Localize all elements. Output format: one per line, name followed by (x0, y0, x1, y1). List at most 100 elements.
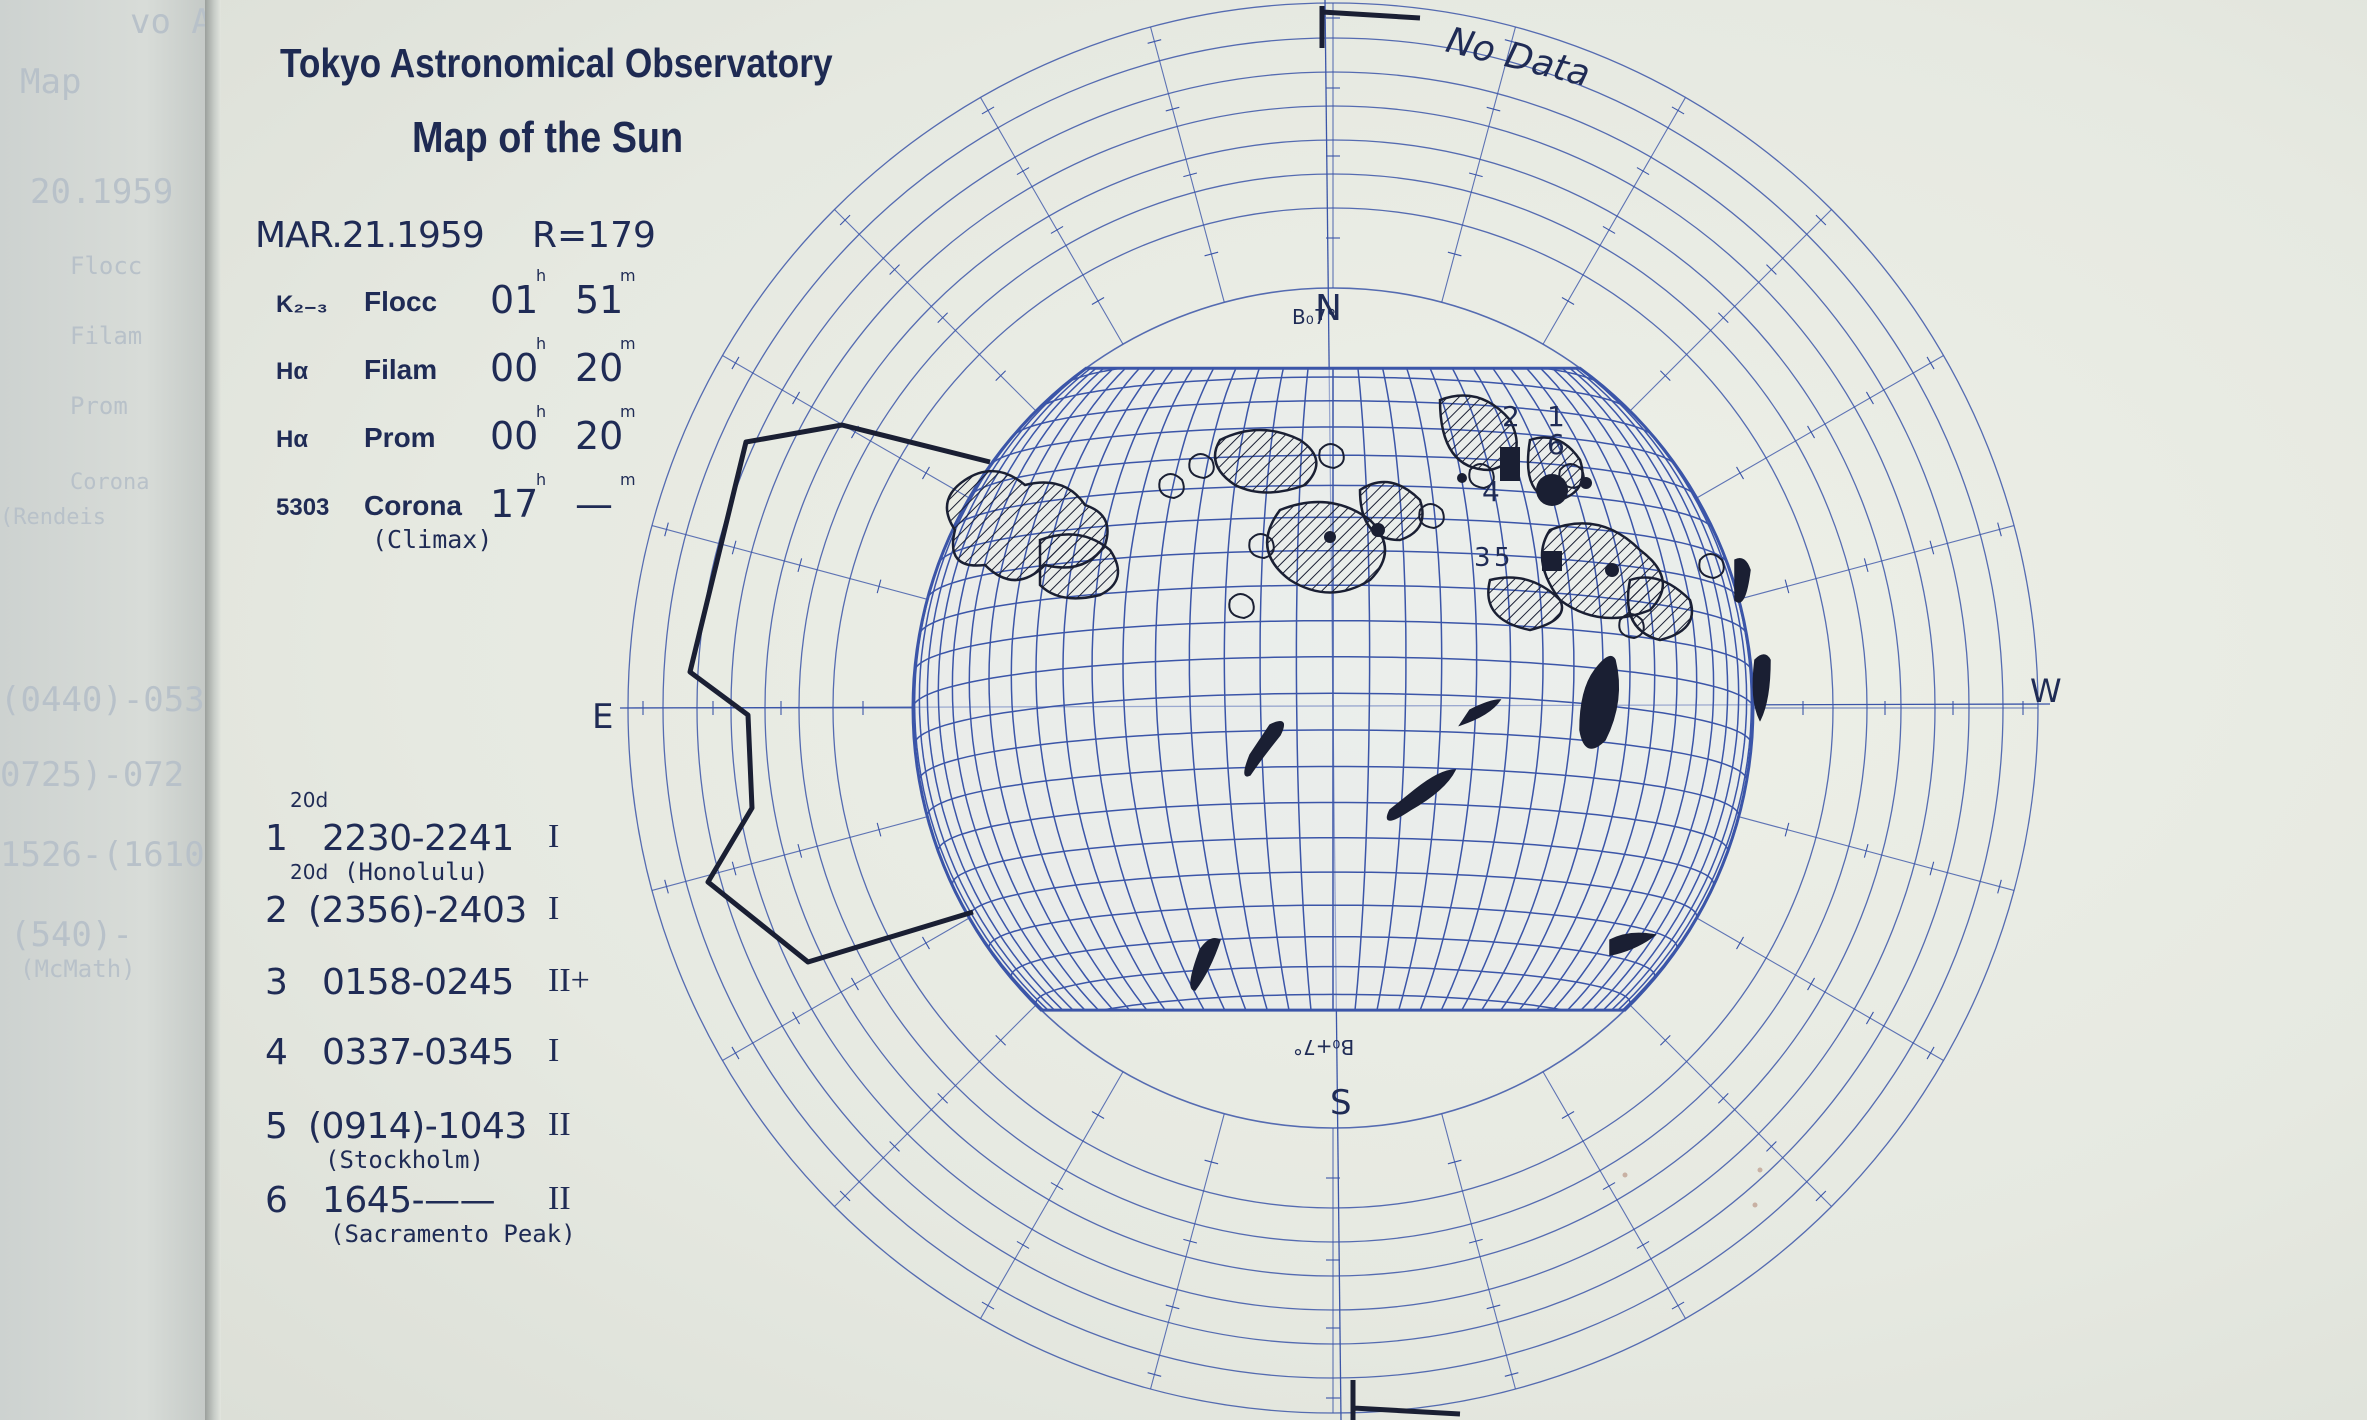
spoke-tick (1660, 1035, 1671, 1046)
obs-hours-2: 00 (490, 414, 539, 458)
grid-line (1332, 368, 1478, 1011)
spoke-tick (792, 1011, 801, 1025)
spoke-tick (1671, 106, 1685, 115)
radial-spoke (651, 816, 928, 891)
spoke-tick (839, 1190, 851, 1202)
spoke-tick (1050, 1182, 1064, 1191)
grid-line (1097, 337, 1568, 360)
spoke-tick (1926, 1046, 1935, 1060)
obs-m-mark-2: m (620, 402, 636, 421)
obs-m-mark-1: m (620, 334, 636, 353)
filament (1458, 699, 1502, 727)
radial-spoke (651, 525, 928, 600)
flare-time: 0337-0345 (322, 1032, 514, 1073)
obs-h-mark-0: h (536, 266, 547, 285)
disk-outline (911, 366, 1755, 1012)
spoke-tick (1784, 579, 1790, 594)
flare-importance: II (548, 1106, 571, 1143)
radial-spoke (1696, 355, 1944, 499)
flare-time: 2230-2241 (322, 818, 514, 859)
spoke-tick (1815, 214, 1827, 226)
radial-spoke (1696, 917, 1944, 1061)
spoke-tick (1636, 167, 1650, 176)
obs-m-mark-3: m (620, 470, 636, 489)
paper-speck (1752, 1202, 1758, 1208)
flare-number: 1 (265, 818, 288, 859)
flare-importance: I (548, 818, 560, 855)
spoke-tick (1815, 1190, 1827, 1202)
spoke-tick (937, 312, 949, 324)
spoke-tick (889, 1141, 900, 1152)
bleed-text: (540)- (10, 915, 133, 955)
radial-spoke (1629, 1004, 1832, 1207)
plage-region (1038, 533, 1120, 600)
bleed-text: 0725)-072 (0, 755, 185, 795)
radial-spoke (1441, 26, 1516, 303)
obs-h-mark-1: h (536, 334, 547, 353)
grid-line (951, 368, 1334, 1011)
spoke-tick (1602, 225, 1616, 234)
spoke-tick (1736, 936, 1745, 950)
spoke-tick (731, 540, 737, 555)
spoke-tick (1165, 1304, 1180, 1310)
obs-h-mark-3: h (536, 470, 547, 489)
spoke-tick (1997, 522, 2002, 537)
spoke-tick (1863, 843, 1869, 858)
top-position-marker (1319, 6, 1421, 48)
flare-importance: II+ (548, 962, 590, 999)
spoke-tick (664, 879, 669, 894)
bottom-position-marker (1350, 1380, 1461, 1420)
bleed-text: Flocc (70, 252, 143, 280)
bleed-text: (0440)-053 (0, 680, 205, 720)
radial-spoke (1150, 1113, 1225, 1390)
spoke-tick (981, 1301, 995, 1310)
spoke-tick (1717, 312, 1729, 324)
spoke-tick (797, 558, 803, 573)
bleed-text: (McMath) (20, 955, 136, 983)
obs-line-0: K₂₋₃ (276, 291, 328, 318)
filament (1579, 655, 1620, 749)
spoke-tick (1486, 106, 1501, 112)
book-spine (205, 0, 221, 1420)
flare-number: 5 (265, 1106, 288, 1147)
observation-date: MAR.21.1959 (255, 215, 485, 256)
radial-spoke (722, 917, 970, 1061)
bleed-text: Map (20, 62, 82, 102)
spoke-tick (1147, 39, 1162, 44)
region-number: 4 (1482, 475, 1500, 508)
south-label: S (1330, 1083, 1352, 1123)
spoke-tick (850, 977, 859, 991)
filament (1734, 558, 1751, 603)
bleed-text: 1526-(1610 (0, 835, 205, 875)
obs-h-mark-2: h (536, 402, 547, 421)
region-number: 2 (1502, 400, 1520, 433)
grid-line (1188, 368, 1334, 1011)
spoke-tick (1183, 172, 1198, 178)
spoke-tick (1865, 391, 1874, 405)
south-b0-label: B₀+7° (1293, 1035, 1355, 1059)
filament (1386, 769, 1457, 821)
spoke-tick (1204, 251, 1219, 257)
grid-line (1332, 368, 1678, 1011)
spoke-tick (1504, 1372, 1519, 1377)
bleed-text: Corona (70, 470, 150, 495)
spoke-tick (1865, 1011, 1874, 1025)
spoke-tick (1929, 540, 1935, 555)
grid-line (1332, 368, 1631, 1011)
grid-line (1122, 368, 1334, 1011)
radial-spoke (834, 209, 1037, 412)
plage-fragment (1158, 473, 1185, 500)
sunspot (1580, 477, 1592, 489)
spoke-tick (1784, 822, 1790, 837)
spoke-tick (995, 1035, 1006, 1046)
plage-fragment (1318, 443, 1345, 470)
obs-kind-1: Filam (364, 354, 438, 385)
plage-fragment (1248, 533, 1275, 560)
spoke-tick (1997, 879, 2002, 894)
radial-spoke (1738, 525, 2015, 600)
spoke-tick (1183, 1238, 1198, 1244)
spoke-tick (1050, 225, 1064, 234)
obs-minutes-1: 20 (575, 346, 624, 390)
grid-line (1332, 368, 1656, 1011)
grid-line (937, 368, 1334, 1011)
